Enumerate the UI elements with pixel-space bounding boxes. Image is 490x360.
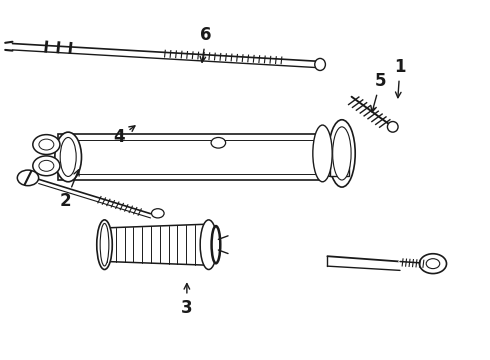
Circle shape xyxy=(151,209,164,218)
Circle shape xyxy=(426,259,440,269)
Text: 5: 5 xyxy=(371,72,387,112)
Ellipse shape xyxy=(97,220,112,270)
Circle shape xyxy=(33,135,60,154)
Circle shape xyxy=(419,254,446,274)
Circle shape xyxy=(39,139,54,150)
Ellipse shape xyxy=(320,149,344,172)
Circle shape xyxy=(211,138,225,148)
Circle shape xyxy=(17,170,39,186)
Ellipse shape xyxy=(60,138,76,176)
Text: 2: 2 xyxy=(60,170,79,210)
Ellipse shape xyxy=(100,224,109,266)
Polygon shape xyxy=(107,224,204,265)
Ellipse shape xyxy=(314,145,350,176)
Bar xyxy=(330,152,349,176)
Ellipse shape xyxy=(329,120,355,187)
Ellipse shape xyxy=(388,122,398,132)
Ellipse shape xyxy=(313,125,332,182)
Circle shape xyxy=(39,160,54,171)
Bar xyxy=(58,134,322,180)
Ellipse shape xyxy=(200,220,217,270)
Text: 4: 4 xyxy=(113,126,135,147)
Text: 3: 3 xyxy=(181,284,193,316)
Ellipse shape xyxy=(55,132,81,182)
Ellipse shape xyxy=(333,127,351,180)
Text: 6: 6 xyxy=(200,26,212,62)
Ellipse shape xyxy=(315,58,325,71)
Circle shape xyxy=(33,156,60,176)
Ellipse shape xyxy=(212,226,220,263)
Text: 1: 1 xyxy=(394,58,406,98)
